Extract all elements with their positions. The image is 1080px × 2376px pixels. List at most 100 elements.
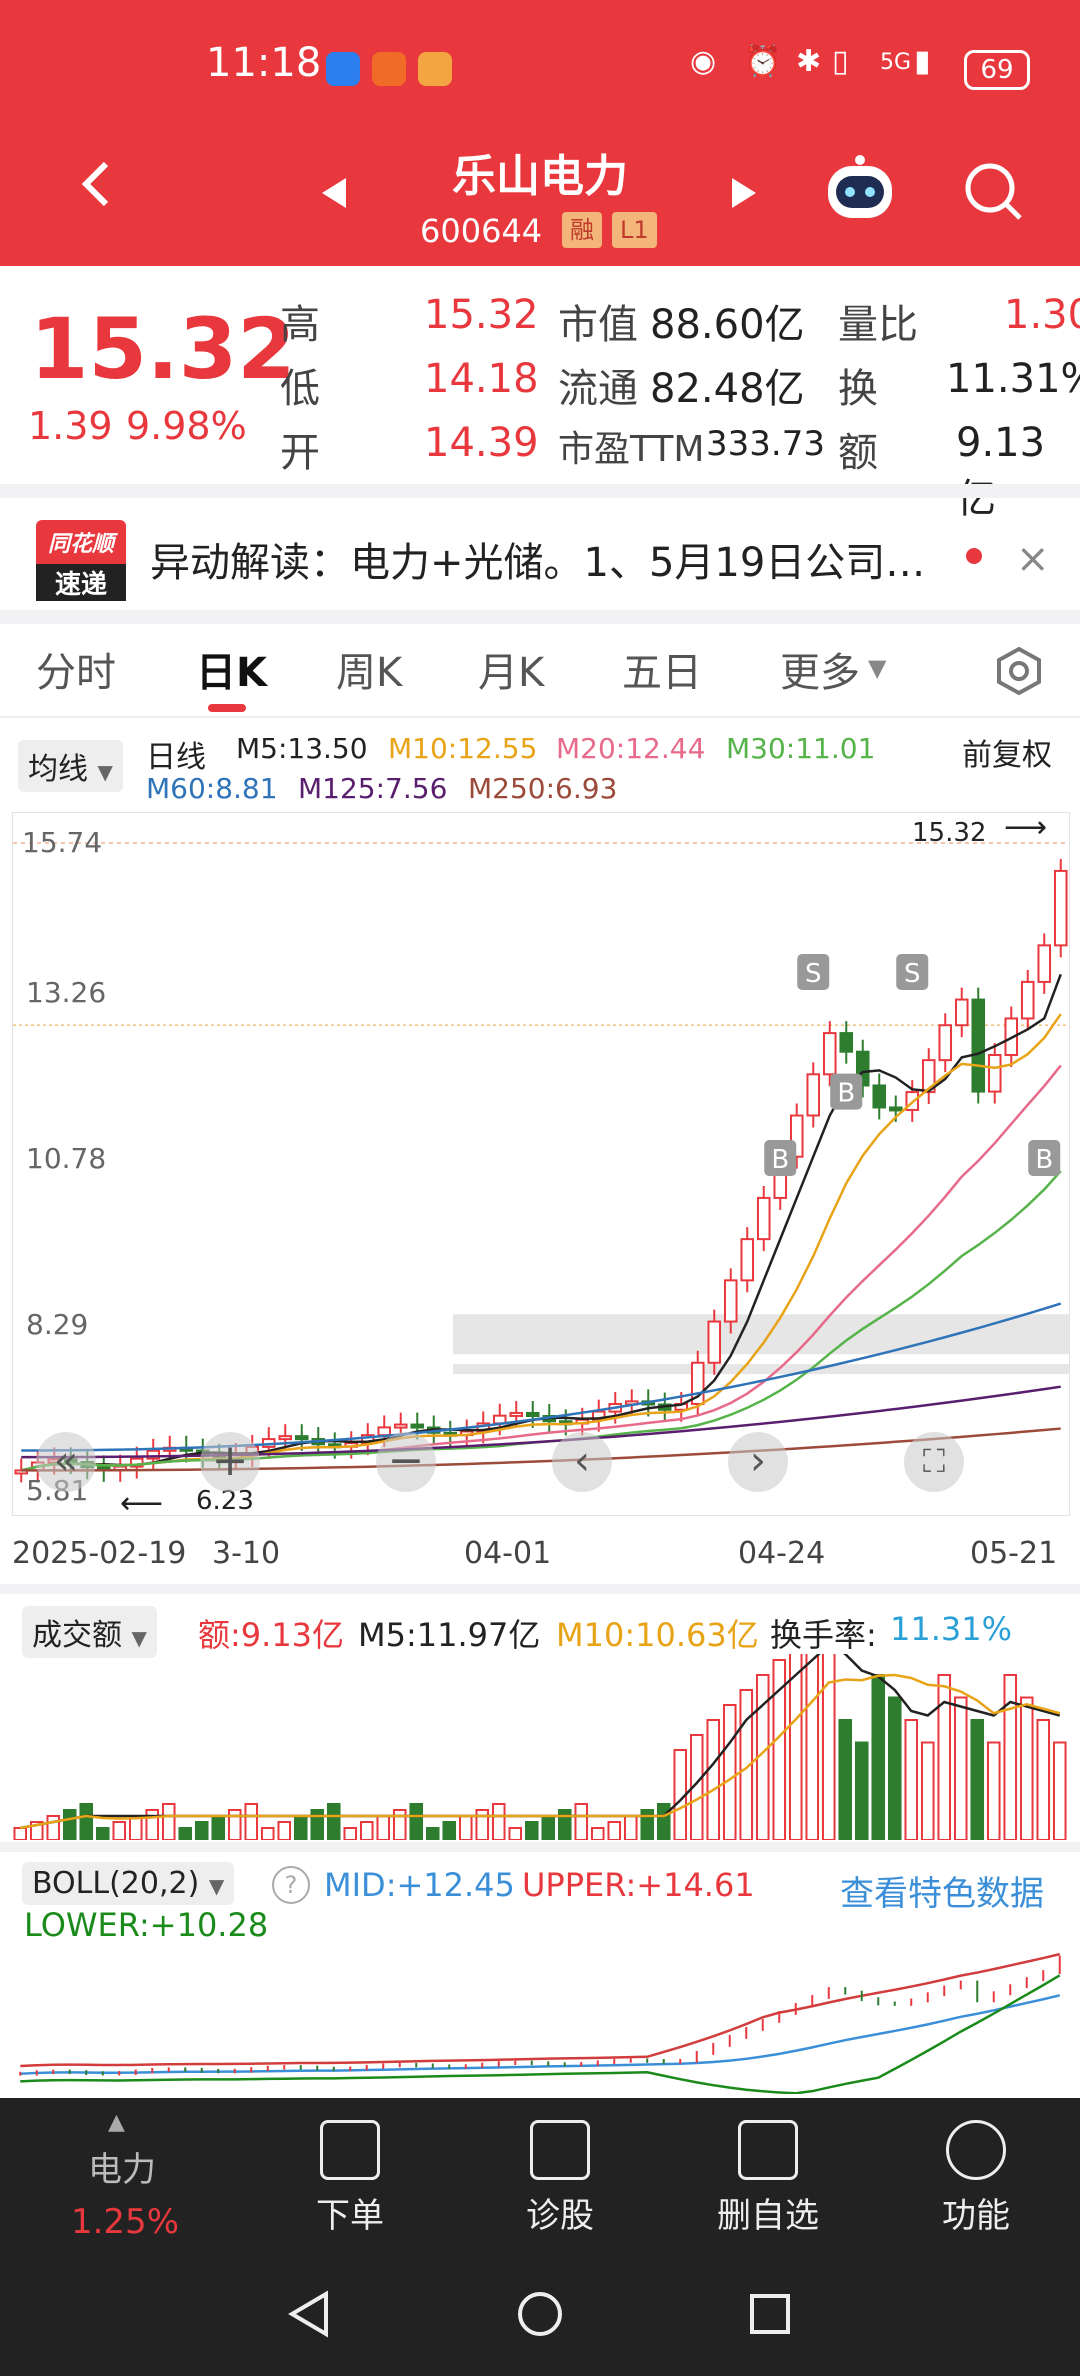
bluetooth-icon: ✱ [796, 44, 822, 79]
help-icon[interactable]: ? [272, 1866, 310, 1904]
sector-name[interactable]: 电力 [88, 2150, 156, 2190]
nav-functions[interactable]: 功能 [916, 2120, 1036, 2237]
candle-body [294, 1435, 309, 1441]
volume-bar [260, 1827, 275, 1841]
candle-body [938, 1024, 953, 1062]
candle-body [756, 1196, 771, 1241]
status-time: 11:18 [206, 40, 322, 86]
volume-bar [524, 1821, 539, 1841]
tab-intraday[interactable]: 分时 [36, 650, 116, 696]
volume-select[interactable]: 成交额 ▼ [22, 1606, 157, 1658]
candle-body [129, 1457, 144, 1468]
nav-order[interactable]: 下单 [290, 2120, 410, 2237]
volume-bar [904, 1719, 919, 1841]
volume-bar [722, 1704, 737, 1841]
nav-remove-watchlist[interactable]: 删自选 [708, 2120, 828, 2237]
candle-body [839, 1032, 854, 1053]
open-value: 14.39 [424, 420, 539, 466]
indicator-select[interactable]: 均线 ▼ [18, 740, 123, 792]
volume-bar [656, 1803, 671, 1841]
volume-bar [937, 1674, 952, 1841]
trade-marker-label: S [904, 959, 921, 989]
mktcap-label: 市值 [558, 302, 638, 348]
volratio-value: 1.30 [1004, 292, 1080, 338]
back-icon[interactable] [72, 158, 124, 210]
volratio-label: 量比 [838, 302, 918, 348]
float-value: 82.48亿 [650, 366, 805, 412]
margin-tag: 融 [562, 212, 602, 248]
tab-weekly-k[interactable]: 周K [336, 650, 403, 696]
tab-daily-k[interactable]: 日K [196, 650, 267, 696]
volume-bar [359, 1821, 374, 1841]
divider [0, 610, 1080, 624]
boll-select[interactable]: BOLL(20,2) ▼ [22, 1862, 235, 1905]
candle-body [509, 1411, 524, 1417]
volume-bar [194, 1821, 209, 1841]
divider [0, 1842, 1080, 1852]
settings-icon[interactable] [994, 646, 1044, 700]
header-bar [0, 0, 1080, 266]
candle-body [525, 1411, 540, 1418]
tab-monthly-k[interactable]: 月K [478, 650, 545, 696]
vibrate-icon: ▯ [832, 44, 849, 79]
system-back-icon[interactable] [286, 2290, 330, 2342]
volume-amount: 额:9.13亿 [198, 1616, 345, 1654]
volume-chart[interactable] [12, 1614, 1068, 1841]
chevron-down-icon: ▼ [97, 760, 113, 784]
boll-line [20, 1952, 1061, 2068]
volume-m10: M10:10.63亿 [556, 1616, 759, 1654]
turnover-label: 换 [838, 366, 878, 412]
y-tick-3: 10.78 [26, 1142, 107, 1175]
period-high-label: 15.32 [912, 818, 987, 848]
pe-label: 市盈TTM [558, 429, 705, 470]
system-recents-icon[interactable] [748, 2292, 792, 2340]
stock-code: 600644 [420, 212, 543, 250]
candle-body [377, 1426, 392, 1437]
volume-bar [970, 1719, 985, 1841]
close-icon[interactable]: × [1016, 536, 1050, 582]
trade-marker-label: B [771, 1145, 789, 1175]
robot-assistant-icon[interactable] [822, 152, 898, 228]
scroll-right-icon[interactable]: › [728, 1432, 788, 1492]
boll-chart[interactable] [12, 1944, 1068, 2095]
boll-lower: LOWER:+10.28 [24, 1906, 269, 1944]
chevron-down-icon: ▼ [868, 654, 887, 682]
news-logo-line1: 同花顺 [47, 532, 114, 557]
candle-body [146, 1449, 161, 1460]
tab-five-day[interactable]: 五日 [622, 650, 702, 696]
high-value: 15.32 [424, 292, 539, 338]
eye-icon: ◉ [690, 44, 717, 79]
news-text[interactable]: 异动解读：电力+光储。1、5月19日公司… [150, 540, 926, 586]
system-home-icon[interactable] [516, 2290, 564, 2342]
candle-body [1053, 869, 1068, 947]
trade-marker-bg [797, 953, 830, 990]
sector-pct: 1.25% [70, 2202, 179, 2242]
divider [0, 1584, 1080, 1594]
prev-stock-icon[interactable] [318, 176, 348, 214]
ma60-label: M60:8.81 [146, 772, 278, 805]
feature-data-link[interactable]: 查看特色数据 [840, 1874, 1044, 1914]
fullscreen-icon[interactable]: ⛶ [904, 1432, 964, 1492]
price-change: 1.39 [28, 404, 113, 448]
divider [0, 716, 1080, 718]
zoom-out-all-icon[interactable]: « [36, 1432, 96, 1492]
trade-marker-bg [764, 1140, 797, 1177]
zoom-out-icon[interactable]: − [376, 1432, 436, 1492]
nav-diagnose-label: 诊股 [526, 2196, 594, 2236]
tab-more[interactable]: 更多 [780, 650, 860, 696]
volume-bar [1036, 1719, 1051, 1841]
shield-icon [326, 52, 360, 86]
candle-body [822, 1032, 837, 1076]
nav-diagnose[interactable]: 诊股 [500, 2120, 620, 2237]
app-notify-icon [372, 52, 406, 86]
zoom-in-icon[interactable]: + [200, 1432, 260, 1492]
scroll-left-icon[interactable]: ‹ [552, 1432, 612, 1492]
search-icon[interactable] [962, 160, 1026, 224]
next-stock-icon[interactable] [730, 176, 760, 214]
trade-marker-bg [896, 953, 929, 990]
adjust-label[interactable]: 前复权 [962, 738, 1052, 773]
volume-bar [953, 1696, 968, 1841]
kline-chart[interactable]: S S B B B [12, 812, 1070, 1516]
amount-label: 额 [838, 430, 878, 476]
volume-bar [244, 1803, 259, 1841]
